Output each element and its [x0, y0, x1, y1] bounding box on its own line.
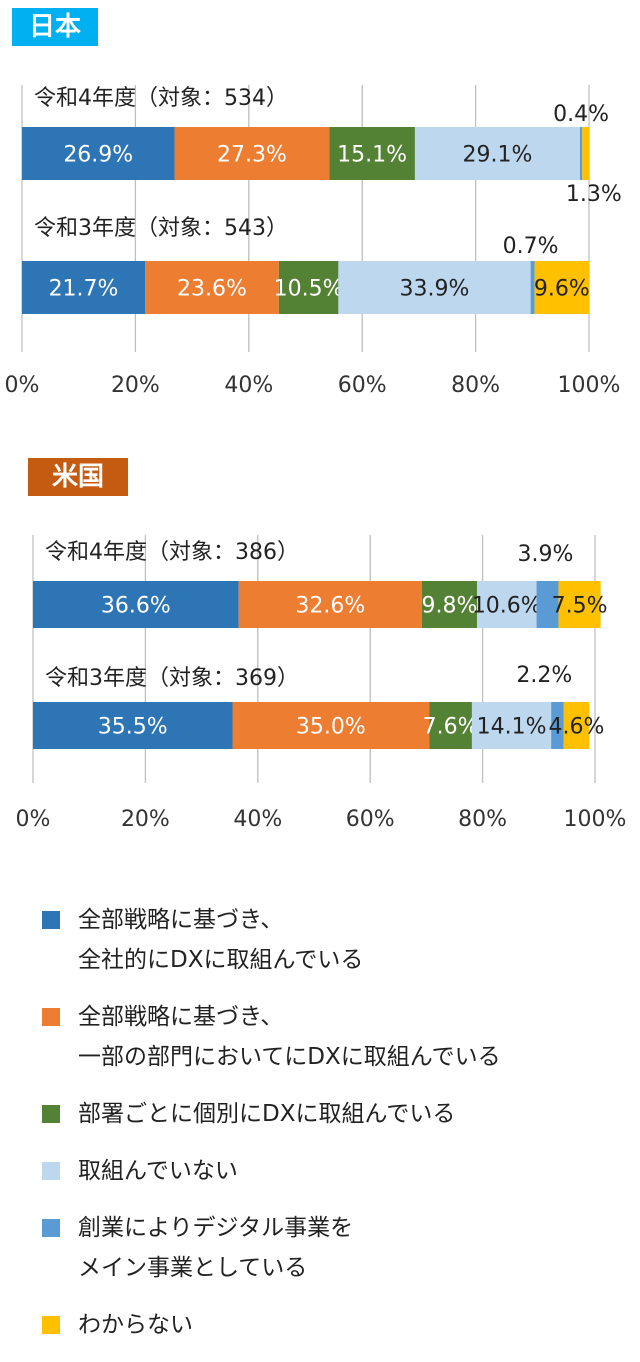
legend-label: 一部の部門においてにDXに取組んでいる [78, 1044, 501, 1070]
data-label: 1.3% [566, 182, 622, 207]
legend-label: 全部戦略に基づき、 [78, 1004, 284, 1030]
data-label: 7.5% [552, 594, 608, 619]
bar-segment [22, 127, 175, 180]
japan-panel-title: 日本 [12, 8, 98, 46]
data-label: 4.6% [549, 715, 605, 740]
data-label: 0.7% [503, 234, 559, 259]
bar-segment [414, 127, 580, 180]
data-label: 2.2% [516, 663, 572, 688]
us-chart: 0% 20% 40% 60% 80% 100% 令和4年度（対象：386） 36.6% 32.6… [16, 535, 627, 832]
bar-segment [536, 581, 559, 628]
bar-segment [278, 261, 339, 314]
legend-swatch [42, 1316, 60, 1334]
x-tick-label: 20% [111, 373, 160, 398]
x-tick-label: 40% [224, 373, 273, 398]
legend-label: 部署ごとに個別にDXに取組んでいる [78, 1101, 456, 1127]
data-label: 33.9% [400, 277, 470, 302]
data-label: 15.1% [337, 143, 407, 168]
bar-segment [476, 581, 537, 628]
data-label: 9.8% [421, 594, 477, 619]
legend-swatch [42, 1105, 60, 1123]
bar-segment [238, 581, 422, 628]
data-label: 23.6% [177, 277, 247, 302]
data-label: 27.3% [217, 143, 287, 168]
x-tick-label: 80% [458, 807, 507, 832]
legend-swatch [42, 1162, 60, 1180]
legend-label: 全社的にDXに取組んでいる [78, 947, 364, 973]
bar-segment [558, 581, 601, 628]
legend-label: 全部戦略に基づき、 [78, 907, 284, 933]
bar-segment [534, 261, 589, 314]
bar-segment [429, 702, 472, 749]
bar-segment [33, 702, 233, 749]
x-tick-label: 60% [346, 807, 395, 832]
legend-item: 創業によりデジタル事業を メイン事業としている [42, 1208, 632, 1288]
legend-item: 全部戦略に基づき、全社的にDXに取組んでいる [42, 900, 632, 980]
bar-segment [33, 581, 239, 628]
data-label: 7.6% [423, 715, 479, 740]
x-tick-label: 60% [338, 373, 387, 398]
bar-segment [174, 127, 330, 180]
bar-segment [582, 127, 590, 180]
legend-label: わからない [78, 1312, 193, 1338]
us-panel-title: 米国 [28, 458, 128, 496]
x-tick-label: 0% [5, 373, 40, 398]
legend-label: 創業によりデジタル事業を [78, 1215, 354, 1241]
bar-segment [563, 702, 590, 749]
legend-item: わからない [42, 1305, 632, 1345]
legend-label: メイン事業としている [78, 1255, 308, 1281]
category-label: 令和3年度（対象：369） [45, 666, 299, 691]
legend-item: 全部戦略に基づき、一部の部門においてにDXに取組んでいる [42, 997, 632, 1077]
legend-item: 取組んでいない [42, 1151, 632, 1191]
data-label: 9.6% [534, 277, 590, 302]
x-tick-label: 0% [16, 807, 51, 832]
bar-segment [145, 261, 279, 314]
legend-swatch [42, 911, 60, 929]
category-label: 令和3年度（対象：543） [34, 216, 288, 241]
bar-segment [338, 261, 531, 314]
data-label: 21.7% [49, 277, 119, 302]
data-label: 36.6% [101, 594, 171, 619]
data-label: 29.1% [462, 143, 532, 168]
data-label: 32.6% [295, 594, 365, 619]
x-tick-label: 80% [451, 373, 500, 398]
legend-label: 取組んでいない [78, 1158, 238, 1184]
legend-swatch [42, 1219, 60, 1237]
x-tick-label: 100% [558, 373, 621, 398]
data-label: 35.0% [296, 715, 366, 740]
bar-segment [530, 261, 535, 314]
bar-segment [421, 581, 477, 628]
bar-segment [232, 702, 430, 749]
x-tick-label: 40% [233, 807, 282, 832]
bar-segment [329, 127, 415, 180]
category-label: 令和4年度（対象：386） [45, 540, 299, 565]
data-label: 10.6% [472, 594, 542, 619]
bar-segment [471, 702, 552, 749]
data-label: 0.4% [553, 102, 609, 127]
x-tick-label: 100% [564, 807, 627, 832]
data-label: 26.9% [63, 143, 133, 168]
x-tick-label: 20% [121, 807, 170, 832]
category-label: 令和4年度（対象：534） [34, 86, 288, 111]
japan-chart: 0% 20% 40% 60% 80% 100% 令和4年度（対象：534） 26.9% 27.3… [5, 85, 622, 398]
bar-segment [551, 702, 564, 749]
bar-segment [579, 127, 583, 180]
chart-legend: 全部戦略に基づき、 全社的にDXに取組んでいる 全部戦略に基づき、 一部の部門において… [42, 900, 632, 1362]
bar-segment [22, 261, 146, 314]
data-label: 14.1% [477, 715, 547, 740]
data-label: 10.5% [274, 277, 344, 302]
data-label: 3.9% [518, 542, 574, 567]
legend-swatch [42, 1008, 60, 1026]
legend-item: 部署ごとに個別にDXに取組んでいる [42, 1094, 632, 1134]
data-label: 35.5% [98, 715, 168, 740]
